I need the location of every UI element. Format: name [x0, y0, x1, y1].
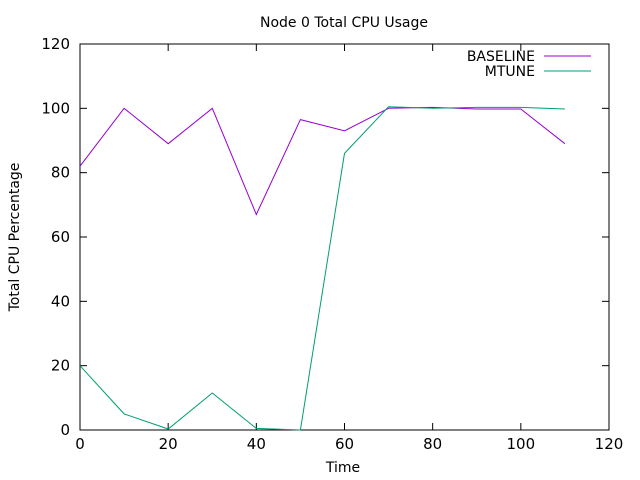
chart-title: Node 0 Total CPU Usage: [260, 15, 428, 31]
legend-label: MTUNE: [485, 64, 535, 80]
axis-ticks: 0 20 40 60 80 100 120 0 20 40 60 80 100 120: [41, 35, 623, 453]
y-tick-label: 60: [51, 228, 70, 246]
series-lines: [79, 106, 566, 431]
y-tick-label: 0: [60, 421, 70, 439]
plot-frame: [79, 43, 610, 431]
y-tick-label: 40: [51, 292, 70, 310]
x-tick-label: 100: [507, 435, 536, 453]
x-tick-label: 40: [247, 435, 266, 453]
x-tick-label: 20: [159, 435, 178, 453]
series-line-mtune: [79, 106, 565, 431]
x-axis-title: Time: [325, 460, 360, 476]
x-tick-label: 120: [595, 435, 624, 453]
y-tick-label: 100: [41, 99, 70, 117]
x-tick-label: 0: [75, 435, 85, 453]
y-tick-label: 80: [51, 164, 70, 182]
y-tick-label: 120: [41, 35, 70, 53]
x-tick-label: 60: [335, 435, 354, 453]
legend-label: BASELINE: [467, 49, 535, 65]
y-axis-title: Total CPU Percentage: [7, 163, 23, 313]
series-line-baseline: [79, 106, 566, 216]
y-tick-label: 20: [51, 357, 70, 375]
x-tick-label: 80: [423, 435, 442, 453]
